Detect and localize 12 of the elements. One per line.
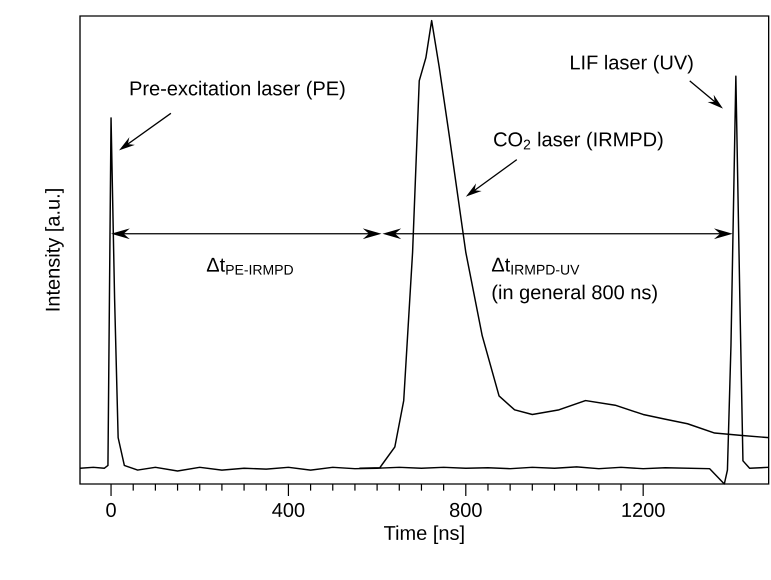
x-tick-label: 800 <box>450 502 482 518</box>
annotation: Δt$_{PE-IRMPD}$ <box>206 258 293 275</box>
annotation: CO$_{2}$ laser (IRMPD) <box>494 132 662 150</box>
x-tick-label: 400 <box>272 502 304 518</box>
x-tick-label: 0 <box>106 502 116 518</box>
annotation: Pre-excitation laser (PE) <box>130 80 345 100</box>
y-axis-title: Intensity [a.u.] <box>45 189 64 310</box>
x-axis-title: Time [ns] <box>384 525 464 544</box>
x-tick-label: 1200 <box>622 502 665 518</box>
annotation: LIF laser (UV) <box>571 54 693 74</box>
annotation: Δt$_{IRMPD-UV}$ <box>492 258 580 275</box>
annotation: (in general 800 ns) <box>492 284 657 304</box>
